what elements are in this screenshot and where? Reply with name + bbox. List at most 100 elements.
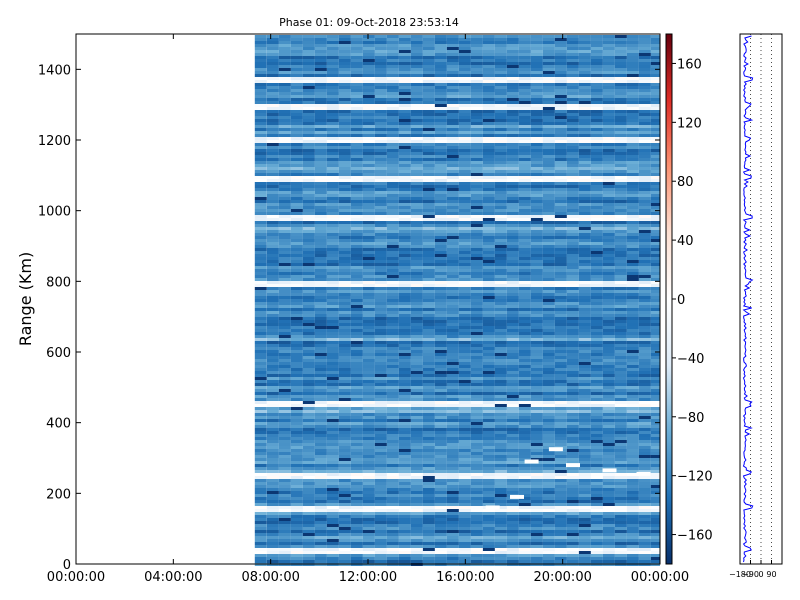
heatmap-cell <box>494 158 507 161</box>
heatmap-cell <box>470 407 483 410</box>
heatmap-cell <box>422 353 435 356</box>
heatmap-cell <box>338 227 351 230</box>
heatmap-cell <box>362 332 375 335</box>
heatmap-cell <box>458 107 471 110</box>
heatmap-cell <box>578 152 591 155</box>
heatmap-cell <box>314 272 327 275</box>
heatmap-cell <box>458 323 471 326</box>
heatmap-cell <box>338 101 351 104</box>
heatmap-cell <box>554 239 567 242</box>
heatmap-cell <box>278 98 291 101</box>
heatmap-cell <box>566 425 579 428</box>
heatmap-cell <box>566 152 579 155</box>
heatmap-cell <box>638 65 651 68</box>
heatmap-cell <box>566 413 579 416</box>
heatmap-cell <box>602 239 615 242</box>
heatmap-cell <box>314 158 327 161</box>
heatmap-cell <box>566 50 579 53</box>
heatmap-cell <box>362 134 375 137</box>
heatmap-cell <box>578 146 591 149</box>
heatmap-cell <box>278 206 291 209</box>
heatmap-cell <box>422 170 435 173</box>
heatmap-cell <box>434 209 447 212</box>
heatmap-cell <box>458 44 471 47</box>
heatmap-cell <box>314 455 327 458</box>
heatmap-cell <box>266 377 279 380</box>
heatmap-cell <box>614 344 627 347</box>
heatmap-cell <box>506 71 519 74</box>
heatmap-cell <box>434 407 447 410</box>
heatmap-cell <box>566 194 579 197</box>
heatmap-cell <box>614 221 627 224</box>
heatmap-cell <box>590 305 603 308</box>
heatmap-cell <box>362 386 375 389</box>
heatmap-cell <box>494 425 507 428</box>
heatmap-cell <box>254 296 267 299</box>
heatmap-cell <box>578 176 591 179</box>
heatmap-cell <box>518 374 531 377</box>
heatmap-cell <box>266 455 279 458</box>
heatmap-cell <box>398 104 411 107</box>
heatmap-cell <box>542 290 555 293</box>
heatmap-cell <box>554 77 567 80</box>
heatmap-cell <box>314 92 327 95</box>
heatmap-cell <box>278 71 291 74</box>
heatmap-cell <box>650 191 660 194</box>
heatmap-cell <box>626 119 639 122</box>
heatmap-cell <box>266 215 279 218</box>
heatmap-cell <box>590 368 603 371</box>
heatmap-cell <box>578 395 591 398</box>
heatmap-cell <box>578 242 591 245</box>
heatmap-cell <box>482 38 495 41</box>
heatmap-cell <box>338 68 351 71</box>
heatmap-cell <box>554 464 567 467</box>
heatmap-cell <box>506 206 519 209</box>
heatmap-cell <box>374 233 387 236</box>
heatmap-cell <box>530 449 543 452</box>
heatmap-cell <box>554 125 567 128</box>
heatmap-cell <box>470 242 483 245</box>
heatmap-cell <box>494 413 507 416</box>
heatmap-cell <box>578 155 591 158</box>
heatmap-cell <box>302 131 315 134</box>
heatmap-cell <box>254 329 267 332</box>
heatmap-cell <box>638 131 651 134</box>
heatmap-cell <box>302 62 315 65</box>
heatmap-cell <box>302 329 315 332</box>
heatmap-cell <box>398 176 411 179</box>
heatmap-cell <box>326 293 339 296</box>
heatmap-cell <box>482 374 495 377</box>
heatmap-cell <box>566 53 579 56</box>
heatmap-cell <box>494 143 507 146</box>
heatmap-cell <box>638 227 651 230</box>
heatmap-cell <box>602 98 615 101</box>
heatmap-cell <box>434 227 447 230</box>
heatmap-cell <box>458 284 471 287</box>
heatmap-cell <box>638 83 651 86</box>
heatmap-cell <box>518 272 531 275</box>
heatmap-cell <box>494 422 507 425</box>
heatmap-cell <box>398 44 411 47</box>
heatmap-cell <box>578 332 591 335</box>
heatmap-cell <box>302 275 315 278</box>
heatmap-cell <box>590 167 603 170</box>
heatmap-cell <box>494 104 507 107</box>
heatmap-cell <box>326 146 339 149</box>
heatmap-cell <box>350 218 363 221</box>
heatmap-cell <box>254 209 267 212</box>
heatmap-cell <box>254 86 267 89</box>
heatmap-cell <box>350 359 363 362</box>
heatmap-cell <box>350 269 363 272</box>
heatmap-cell <box>362 71 375 74</box>
heatmap-cell <box>254 257 267 260</box>
heatmap-cell <box>482 251 495 254</box>
heatmap-cell <box>314 398 327 401</box>
heatmap-cell <box>650 101 660 104</box>
heatmap-cell <box>590 299 603 302</box>
heatmap-cell <box>446 149 459 152</box>
heatmap-cell <box>614 86 627 89</box>
heatmap-cell <box>518 38 531 41</box>
heatmap-cell <box>410 227 423 230</box>
heatmap-cell <box>254 155 267 158</box>
heatmap-cell <box>578 323 591 326</box>
